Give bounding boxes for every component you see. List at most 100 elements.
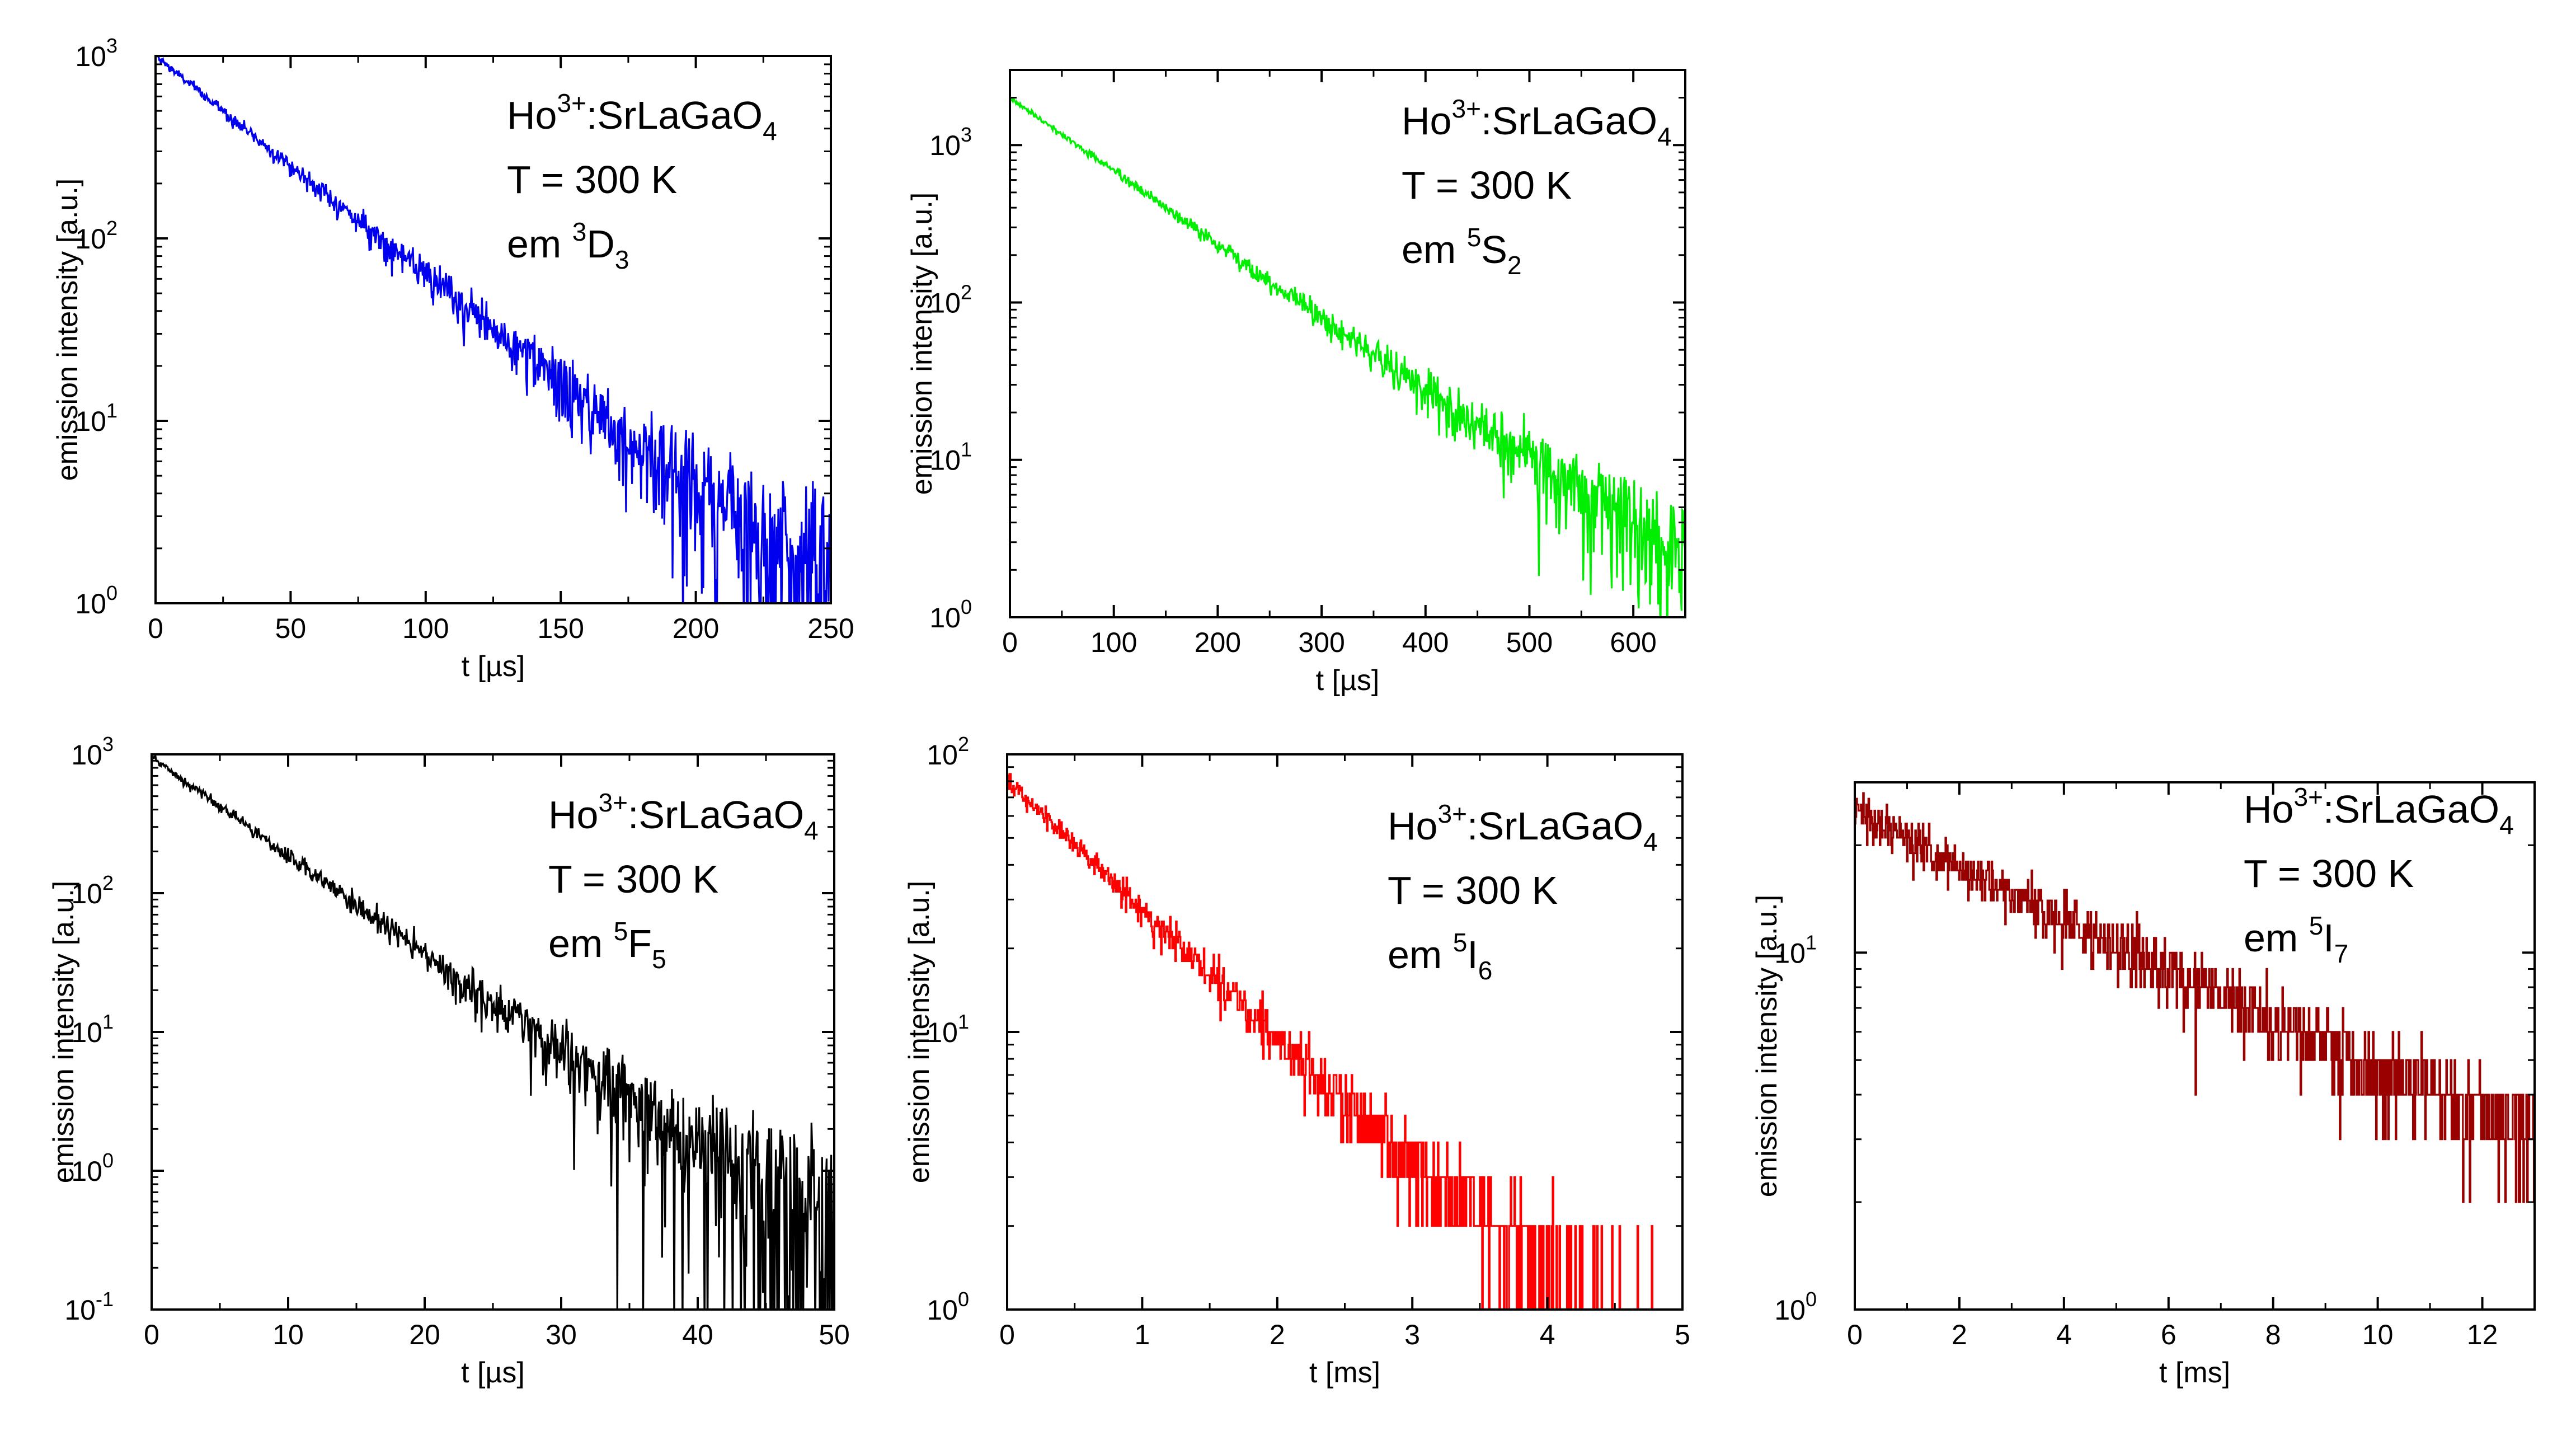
annotation-ion: Ho	[507, 93, 557, 137]
x-tick-label: 2	[1952, 1319, 1967, 1350]
x-tick-label: 20	[409, 1319, 440, 1350]
annotation-level-multiplicity: 5	[2309, 911, 2324, 940]
y-tick-base: 10	[75, 223, 106, 255]
y-tick-base: 10	[75, 588, 106, 620]
y-axis-label: emission intensity [a.u.]	[903, 881, 936, 1183]
y-tick-base: 10	[71, 1156, 102, 1187]
x-tick-label: 200	[1195, 627, 1241, 658]
annotation-ion: Ho	[2244, 787, 2293, 831]
y-tick-base: 10	[71, 739, 102, 771]
x-tick-label: 6	[2161, 1319, 2177, 1350]
annotation-level-j: 5	[652, 945, 666, 974]
y-tick-label: 102	[929, 280, 972, 318]
annotation-level-term: I	[1467, 933, 1478, 977]
annotation-level-j: 7	[2334, 939, 2349, 968]
annotation-level-term: D	[586, 222, 615, 266]
y-tick-base: 10	[929, 445, 961, 476]
annotation-temperature: T = 300 K	[548, 857, 718, 901]
x-tick-label: 1	[1134, 1319, 1150, 1350]
x-tick-label: 50	[819, 1319, 850, 1350]
y-axis-label: emission intensity [a.u.]	[906, 193, 938, 495]
y-tick-exponent: 1	[102, 1010, 114, 1033]
x-axis-label: t [ms]	[2159, 1357, 2230, 1389]
y-tick-label: 101	[929, 438, 972, 476]
x-tick-label: 10	[2362, 1319, 2394, 1350]
annotation-temperature: T = 300 K	[1402, 163, 1572, 207]
y-tick-exponent: 2	[106, 217, 117, 240]
x-tick-label: 4	[2056, 1319, 2072, 1350]
y-tick-exponent: 3	[102, 733, 114, 755]
x-tick-label: 8	[2265, 1319, 2281, 1350]
y-axis-label: emission intensity [a.u.]	[51, 179, 84, 481]
y-tick-exponent: -1	[96, 1288, 114, 1311]
x-tick-label: 400	[1402, 627, 1449, 658]
plot-frame	[1854, 781, 2536, 1311]
x-axis-label: t [µs]	[462, 650, 525, 683]
annotation-em-prefix: em	[1402, 228, 1467, 271]
annotation-em-prefix: em	[1388, 933, 1453, 977]
x-tick-label: 5	[1675, 1319, 1690, 1350]
y-tick-exponent: 1	[106, 399, 117, 422]
y-tick-base: 10	[1774, 937, 1806, 969]
annotation-material: Ho3+:SrLaGaO4	[1388, 799, 1658, 856]
annotation-material: Ho3+:SrLaGaO4	[507, 88, 777, 146]
y-tick-label: 101	[75, 399, 117, 437]
annotation-temperature: T = 300 K	[1388, 869, 1558, 912]
y-tick-base: 10	[929, 130, 961, 161]
annotation-level-multiplicity: 5	[1467, 223, 1482, 252]
x-tick-label: 100	[1090, 627, 1137, 658]
y-tick-exponent: 0	[961, 595, 972, 618]
x-tick-label: 40	[682, 1319, 713, 1350]
x-tick-label: 0	[1847, 1319, 1863, 1350]
annotation-level-j: 2	[1507, 251, 1522, 280]
x-tick-label: 10	[272, 1319, 304, 1350]
annotation-host: :SrLaGaO	[628, 793, 804, 837]
x-tick-label: 250	[807, 613, 854, 644]
x-tick-label: 30	[546, 1319, 577, 1350]
annotation-level-multiplicity: 3	[572, 217, 587, 246]
y-tick-label: 10-1	[64, 1288, 114, 1326]
series-2-trace	[1010, 97, 1685, 617]
x-tick-label: 2	[1270, 1319, 1285, 1350]
y-tick-label: 100	[929, 595, 972, 634]
series-3-trace	[152, 754, 834, 1310]
annotation-level-multiplicity: 5	[1453, 928, 1468, 957]
annotation-charge: 3+	[598, 788, 627, 817]
annotation-material: Ho3+:SrLaGaO4	[2244, 782, 2514, 839]
y-tick-exponent: 0	[106, 581, 117, 604]
y-tick-exponent: 0	[102, 1149, 114, 1172]
x-tick-label: 0	[148, 613, 163, 644]
y-tick-base: 10	[75, 406, 106, 437]
y-tick-exponent: 0	[1806, 1288, 1817, 1311]
annotation-temperature: T = 300 K	[507, 158, 677, 201]
annotation-host-subscript: 4	[763, 116, 777, 146]
x-tick-label: 500	[1506, 627, 1553, 658]
y-tick-label: 103	[71, 733, 114, 771]
annotation-host-subscript: 4	[1657, 122, 1672, 151]
annotation-host: :SrLaGaO	[1481, 99, 1657, 143]
y-tick-label: 101	[71, 1010, 114, 1048]
y-axis-label: emission intensity [a.u.]	[48, 881, 80, 1183]
y-tick-label: 100	[75, 581, 117, 620]
x-tick-label: 200	[673, 613, 719, 644]
y-tick-label: 100	[927, 1288, 969, 1326]
y-tick-label: 102	[75, 217, 117, 255]
annotation-ion: Ho	[1402, 99, 1451, 143]
y-tick-base: 10	[75, 41, 106, 72]
plot-frame	[1009, 69, 1686, 618]
y-tick-label: 102	[927, 733, 969, 771]
y-tick-base: 10	[927, 1294, 958, 1326]
y-tick-label: 103	[929, 123, 972, 161]
series-4-trace	[1007, 773, 1682, 1310]
annotation-em-prefix: em	[548, 922, 614, 965]
x-tick-label: 0	[999, 1319, 1015, 1350]
annotation-host-subscript: 4	[2499, 810, 2514, 839]
annotation-emission-level: em 5S2	[1402, 223, 1522, 280]
annotation-level-j: 3	[615, 245, 629, 274]
x-tick-label: 0	[144, 1319, 159, 1350]
y-tick-label: 100	[1774, 1288, 1817, 1326]
